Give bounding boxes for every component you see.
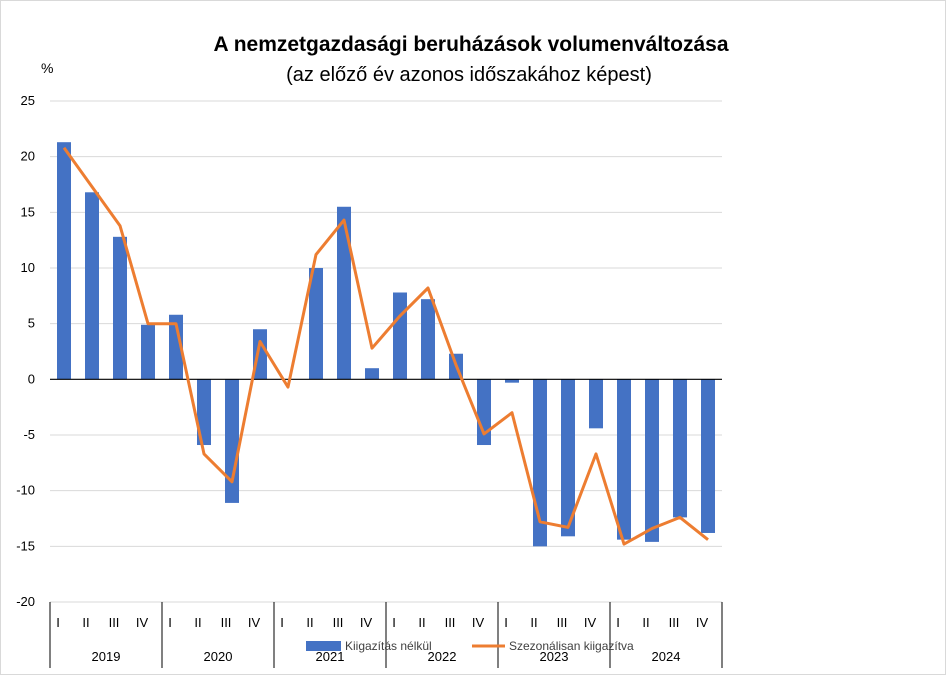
bar	[309, 268, 323, 380]
chart-title: A nemzetgazdasági beruházások volumenvál…	[213, 33, 728, 56]
y-tick-label: -5	[23, 427, 35, 442]
bar	[393, 292, 407, 380]
quarter-label: II	[642, 615, 649, 630]
quarter-label: III	[557, 615, 568, 630]
y-tick-label: -20	[16, 594, 35, 609]
quarter-label: III	[333, 615, 344, 630]
quarter-label: I	[504, 615, 508, 630]
year-label: 2020	[204, 649, 233, 664]
y-tick-label: 5	[28, 316, 35, 331]
series-line	[62, 146, 709, 546]
quarter-label: IV	[360, 615, 373, 630]
y-tick-label: -10	[16, 483, 35, 498]
bar	[701, 379, 715, 533]
bar	[141, 324, 155, 380]
y-tick-label: -15	[16, 538, 35, 553]
bar	[561, 379, 575, 537]
bar	[85, 192, 99, 380]
quarter-label: II	[82, 615, 89, 630]
quarter-label: I	[168, 615, 172, 630]
bar	[225, 379, 239, 503]
bar	[617, 379, 631, 540]
legend: Kiigazítás nélkül Szezonálisan kiigazítva	[306, 639, 634, 653]
bar	[365, 368, 379, 380]
y-axis-ticks: 25 20 15 10 5 0 -5 -10 -15 -20	[16, 93, 35, 609]
bar-series	[57, 142, 715, 547]
chart-subtitle: (az előző év azonos időszakához képest)	[286, 64, 652, 86]
y-tick-label: 10	[21, 260, 35, 275]
line-series	[62, 146, 709, 546]
year-label: 2021	[316, 649, 345, 664]
quarter-label: I	[392, 615, 396, 630]
bar	[505, 379, 519, 383]
bar	[337, 206, 351, 380]
year-label: 2024	[652, 649, 681, 664]
quarter-label: III	[109, 615, 120, 630]
quarter-label: III	[669, 615, 680, 630]
bar	[197, 379, 211, 446]
bar	[57, 142, 71, 380]
bar	[253, 329, 267, 380]
bar	[113, 236, 127, 380]
bar	[589, 379, 603, 429]
y-tick-label: 0	[28, 371, 35, 386]
y-tick-label: 20	[21, 149, 35, 164]
bar	[645, 379, 659, 542]
legend-label-bars: Kiigazítás nélkül	[345, 639, 432, 653]
quarter-label: IV	[472, 615, 485, 630]
year-label: 2022	[428, 649, 457, 664]
quarter-label: II	[306, 615, 313, 630]
quarter-label: II	[194, 615, 201, 630]
quarter-label: I	[616, 615, 620, 630]
bar	[421, 299, 435, 380]
bar	[673, 379, 687, 518]
legend-swatch-bars	[306, 641, 341, 651]
legend-label-line: Szezonálisan kiigazítva	[509, 639, 634, 653]
y-axis-unit: %	[41, 60, 53, 76]
quarter-label: I	[56, 615, 60, 630]
quarter-label: II	[530, 615, 537, 630]
x-axis: I II III IV I II III IV I II III IV I II III IV I II III IV…	[49, 602, 723, 668]
quarter-label: IV	[696, 615, 709, 630]
quarter-label: IV	[136, 615, 149, 630]
bar	[169, 314, 183, 380]
year-label: 2019	[92, 649, 121, 664]
quarter-label: IV	[248, 615, 261, 630]
quarter-label: II	[418, 615, 425, 630]
quarter-label: I	[280, 615, 284, 630]
year-label: 2023	[540, 649, 569, 664]
quarter-label: IV	[584, 615, 597, 630]
quarter-label: III	[221, 615, 232, 630]
y-tick-label: 15	[21, 204, 35, 219]
y-tick-label: 25	[21, 93, 35, 108]
quarter-label: III	[445, 615, 456, 630]
